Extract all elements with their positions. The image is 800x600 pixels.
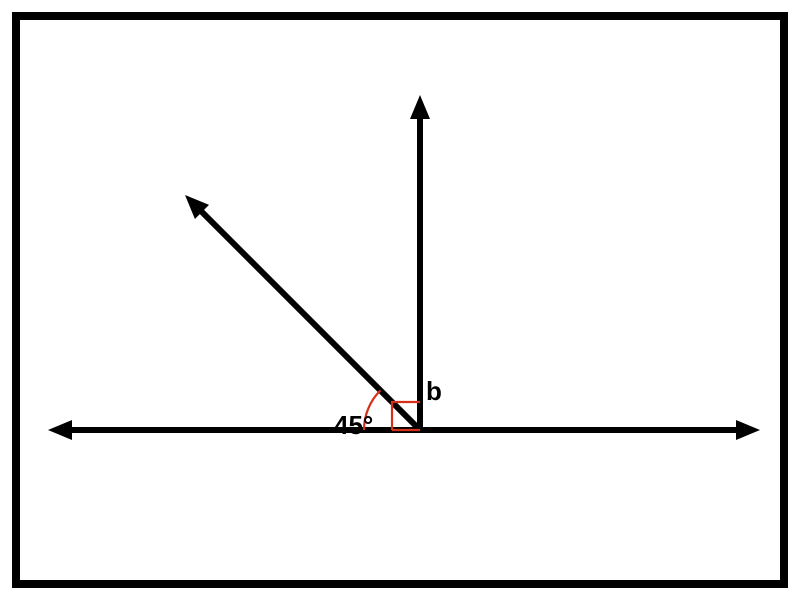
arrowhead-west [48, 420, 72, 440]
angle-label-45: 45° [334, 410, 373, 441]
angle-label-b: b [426, 376, 442, 407]
angle-diagram-svg [0, 0, 800, 600]
arrowhead-up [410, 95, 430, 119]
arrowhead-east [736, 420, 760, 440]
ray-diag [194, 204, 420, 430]
diagram-stage: b 45° [0, 0, 800, 600]
